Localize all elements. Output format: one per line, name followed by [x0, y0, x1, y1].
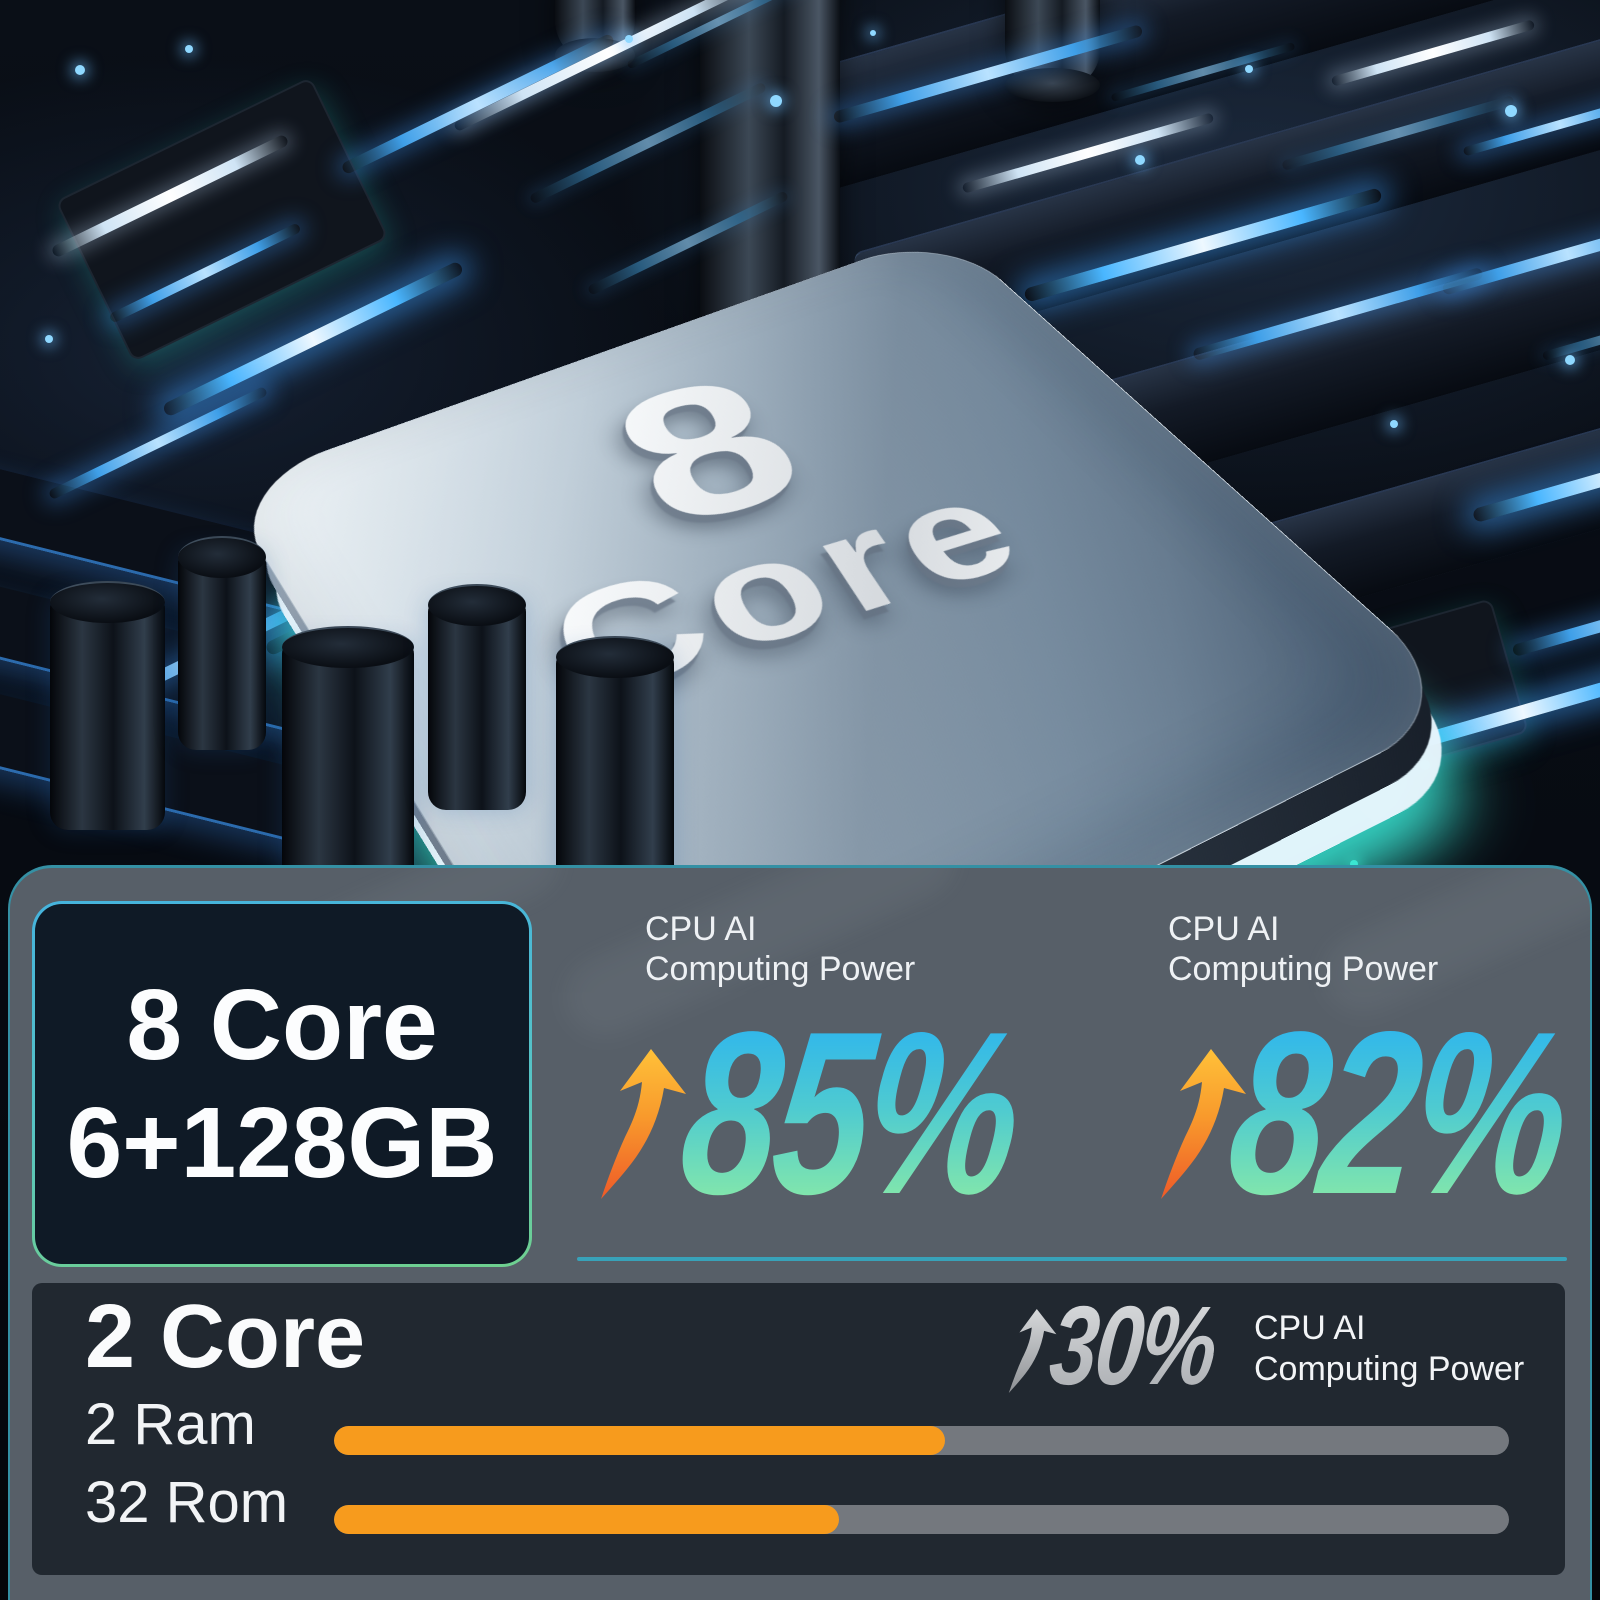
spec-panel: 8 Core 6+128GB CPU AI Computing Power 85…: [8, 865, 1592, 1600]
comparison-panel: 2 Core 30% CPU AI Computing Power 2 Ram …: [32, 1283, 1565, 1575]
divider-line: [577, 1257, 1567, 1261]
bokeh-dot: [185, 45, 193, 53]
spec-memory: 6+128GB: [66, 1087, 498, 1199]
stat-label-2: CPU AI Computing Power: [1168, 910, 1439, 988]
glow-trace: [1511, 571, 1600, 657]
bokeh-dot: [870, 30, 876, 36]
bokeh-dot: [1390, 420, 1398, 428]
bokeh-dot: [1505, 105, 1517, 117]
capacitor-cylinder: [556, 636, 674, 900]
comparison-value: 30%: [1044, 1283, 1222, 1408]
progress-track-rom: [334, 1505, 1509, 1534]
capacitor-cylinder: [178, 536, 266, 750]
chip-core-count: 8: [579, 340, 842, 569]
stat-value-2: 82%: [1219, 984, 1577, 1243]
glow-trace: [340, 32, 616, 176]
bokeh-dot: [1135, 155, 1145, 165]
bar-label-rom: 32 Rom: [85, 1470, 289, 1535]
spec-core-count: 8 Core: [126, 969, 438, 1081]
up-arrow-icon-gray: [1008, 1309, 1057, 1393]
comparison-title: 2 Core: [85, 1287, 366, 1387]
progress-track-ram: [334, 1426, 1509, 1455]
up-arrow-icon: [1161, 1049, 1246, 1199]
chip-label: 8 Core: [455, 331, 1057, 729]
up-arrow-icon: [601, 1049, 686, 1199]
capacitor-cylinder: [50, 581, 165, 830]
bokeh-dot: [1565, 355, 1575, 365]
capacitor-cylinder: [428, 584, 526, 810]
glow-trace: [47, 385, 269, 501]
bokeh-dot: [625, 35, 633, 43]
stat-label-1: CPU AI Computing Power: [645, 910, 916, 988]
bar-label-ram: 2 Ram: [85, 1392, 256, 1457]
bokeh-dot: [45, 335, 53, 343]
stat-value-1: 85%: [671, 984, 1029, 1243]
bokeh-dot: [75, 65, 85, 75]
standoff-cylinder: [1005, 0, 1100, 102]
progress-fill-rom: [334, 1505, 840, 1534]
bokeh-dot: [770, 95, 782, 107]
progress-fill-ram: [334, 1426, 945, 1455]
spec-highlight-box: 8 Core 6+128GB: [32, 901, 532, 1267]
comparison-label: CPU AI Computing Power: [1254, 1309, 1525, 1388]
bokeh-dot: [1245, 65, 1253, 73]
